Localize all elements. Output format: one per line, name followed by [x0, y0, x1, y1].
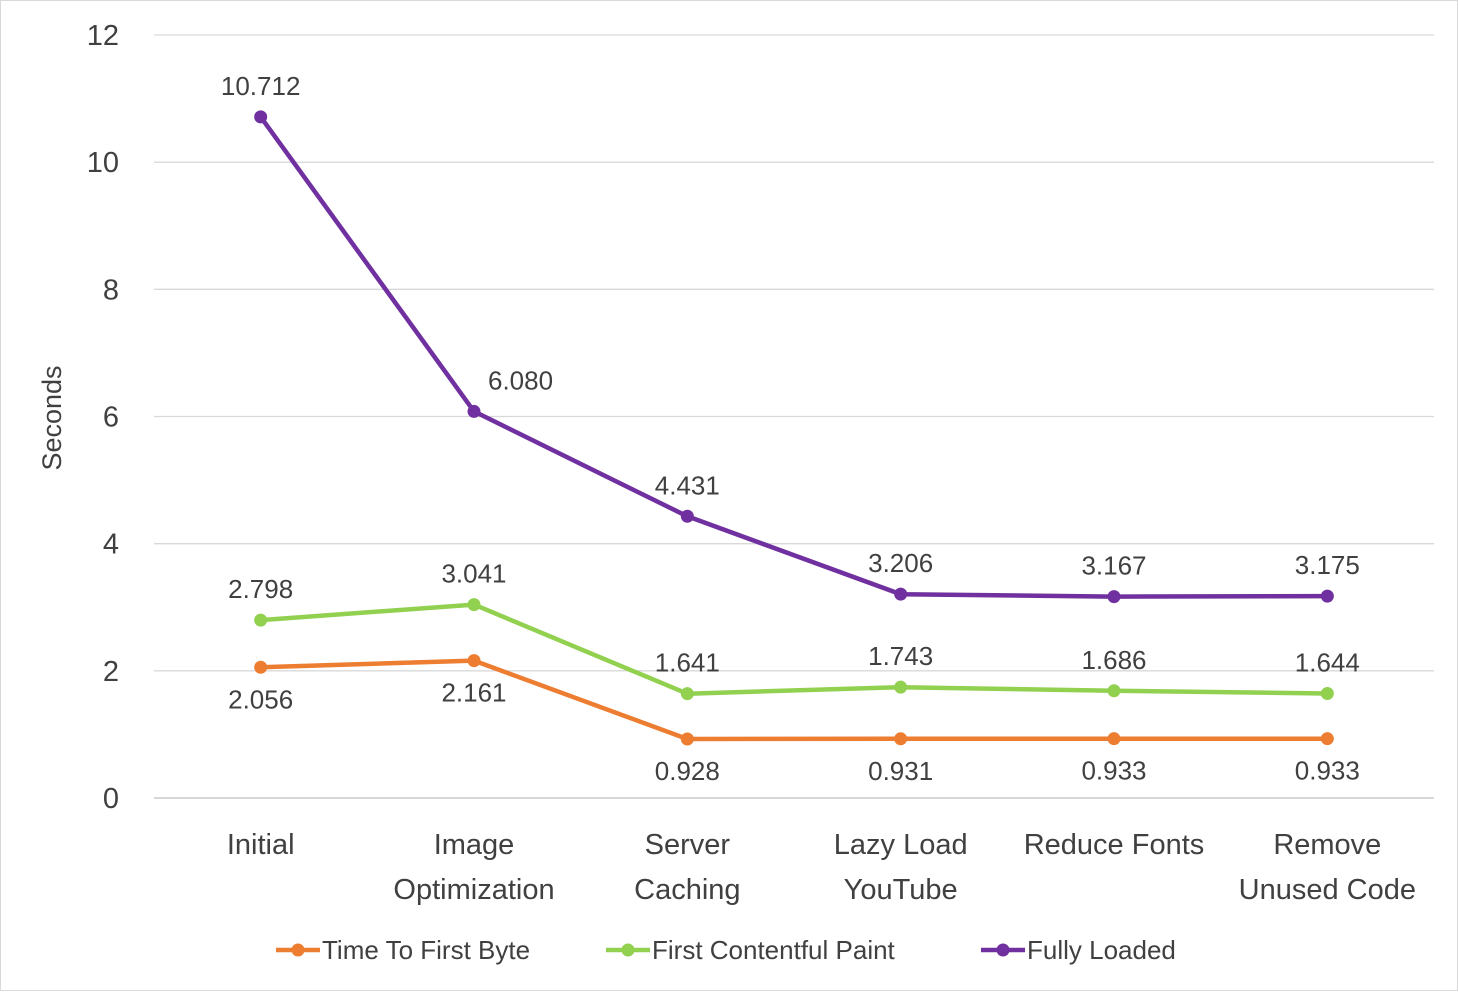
legend-marker [996, 943, 1010, 957]
data-point [680, 509, 694, 523]
x-tick-label: Lazy Load YouTube [834, 829, 968, 906]
data-point [680, 732, 694, 746]
data-point [894, 680, 908, 694]
y-tick-label: 6 [103, 402, 119, 434]
data-label: 1.644 [1295, 647, 1360, 677]
y-tick-label: 0 [103, 783, 119, 815]
series-line [258, 114, 1330, 599]
y-tick-label: 8 [103, 274, 119, 306]
x-tick-label: Reduce Fonts [1024, 829, 1205, 861]
legend-label: Time To First Byte [322, 935, 530, 965]
y-tick-label: 10 [87, 147, 119, 179]
data-point [254, 660, 268, 674]
series-line [258, 658, 1330, 742]
data-point [894, 587, 908, 601]
data-label: 0.931 [868, 756, 933, 786]
data-point [680, 687, 694, 701]
x-tick-label-line: Initial [227, 829, 295, 861]
data-label: 2.798 [228, 574, 293, 604]
data-point [894, 732, 908, 746]
x-tick-label-line: Remove [1273, 829, 1381, 861]
data-label: 1.641 [655, 648, 720, 678]
data-point [1107, 684, 1121, 698]
data-label: 2.161 [441, 678, 506, 708]
legend-label: First Contentful Paint [652, 935, 896, 965]
x-tick-label: Server Caching [634, 829, 740, 906]
x-tick-label-line: Image [434, 829, 515, 861]
y-tick-label: 12 [87, 20, 119, 52]
y-axis-title: Seconds [37, 365, 67, 470]
x-tick-label: Image Optimization [393, 829, 554, 906]
data-label: 10.712 [221, 71, 301, 101]
y-tick-label: 2 [103, 656, 119, 688]
data-point [1320, 686, 1334, 700]
gridlines [154, 34, 1434, 799]
data-point [1107, 590, 1121, 604]
legend-marker [621, 943, 635, 957]
data-label: 1.686 [1081, 645, 1146, 675]
y-axis-ticks: 0 2 4 6 8 10 12 [87, 20, 119, 815]
legend-marker [291, 943, 305, 957]
data-point [254, 613, 268, 627]
data-point [1107, 732, 1121, 746]
x-tick-label-line: Reduce Fonts [1024, 829, 1205, 861]
data-point [467, 654, 481, 668]
legend-label: Fully Loaded [1027, 935, 1176, 965]
data-label: 3.167 [1081, 551, 1146, 581]
series-line [258, 602, 1330, 696]
x-tick-label-line: YouTube [844, 874, 958, 906]
x-axis-ticks: Initial Image Optimization Server Caching Laz… [227, 829, 1416, 906]
data-point [467, 404, 481, 418]
x-tick-label-line: Caching [634, 874, 740, 906]
data-label: 3.041 [441, 559, 506, 589]
data-point [1320, 589, 1334, 603]
data-label: 6.080 [488, 365, 553, 395]
data-label: 0.933 [1295, 756, 1360, 786]
data-label: 4.431 [655, 470, 720, 500]
x-tick-label: Initial [227, 829, 295, 861]
data-point [254, 110, 268, 124]
data-point [467, 598, 481, 612]
x-tick-label-line: Unused Code [1239, 874, 1416, 906]
x-tick-label: Remove Unused Code [1239, 829, 1416, 906]
x-tick-label-line: Server [645, 829, 731, 861]
x-tick-label-line: Optimization [393, 874, 554, 906]
data-label: 0.928 [655, 756, 720, 786]
data-label: 3.206 [868, 548, 933, 578]
data-label: 3.175 [1295, 550, 1360, 580]
x-tick-label-line: Lazy Load [834, 829, 968, 861]
data-label: 0.933 [1081, 756, 1146, 786]
series-layer [254, 110, 1334, 746]
data-labels: 2.056 2.161 0.928 0.931 0.933 0.933 2.798 3.041… [221, 71, 1360, 786]
data-point [1320, 732, 1334, 746]
data-label: 2.056 [228, 684, 293, 714]
legend: Time To First Byte First Contentful Paint… [276, 935, 1176, 965]
y-tick-label: 4 [103, 529, 119, 561]
data-label: 1.743 [868, 641, 933, 671]
